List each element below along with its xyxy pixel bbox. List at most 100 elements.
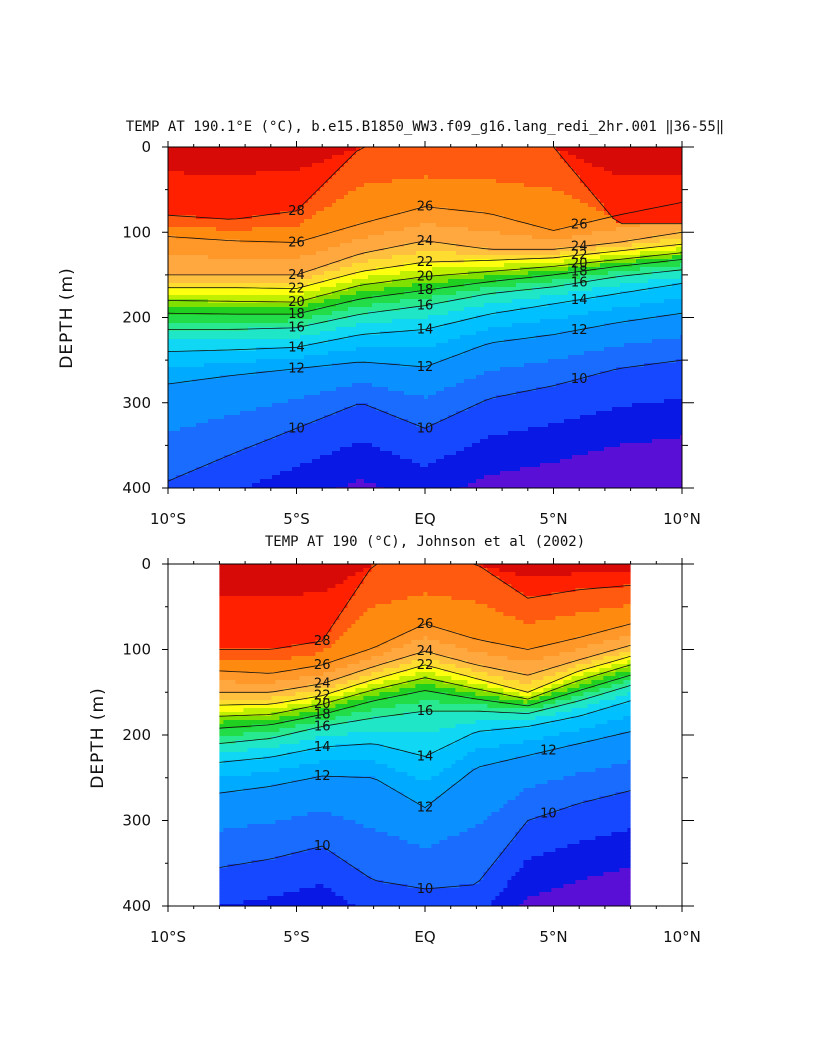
field-cell	[344, 463, 349, 468]
field-cell	[224, 279, 229, 284]
field-cell	[264, 335, 269, 340]
field-cell	[200, 291, 205, 296]
field-cell	[308, 343, 313, 348]
field-cell	[260, 211, 265, 216]
field-cell	[320, 383, 325, 388]
field-cell	[396, 287, 401, 292]
field-cell	[316, 227, 321, 232]
field-cell	[384, 279, 389, 284]
field-cell	[172, 275, 177, 280]
field-cell	[192, 167, 197, 172]
field-cell	[180, 227, 185, 232]
field-cell	[300, 191, 305, 196]
field-cell	[356, 175, 361, 180]
field-cell	[220, 427, 225, 432]
field-cell	[272, 347, 277, 352]
field-cell	[200, 339, 205, 344]
field-cell	[288, 283, 293, 288]
field-cell	[388, 199, 393, 204]
field-cell	[364, 167, 369, 172]
field-cell	[376, 363, 381, 368]
field-cell	[296, 315, 301, 320]
field-cell	[328, 427, 333, 432]
field-cell	[260, 287, 265, 292]
field-cell	[344, 447, 349, 452]
field-cell	[300, 399, 305, 404]
field-cell	[300, 175, 305, 180]
field-cell	[356, 415, 361, 420]
field-cell	[360, 175, 365, 180]
field-cell	[360, 227, 365, 232]
field-cell	[188, 175, 193, 180]
field-cell	[180, 191, 185, 196]
field-cell	[168, 307, 173, 312]
field-cell	[200, 315, 205, 320]
field-cell	[348, 391, 353, 396]
field-cell	[172, 263, 177, 268]
field-cell	[208, 183, 213, 188]
field-cell	[324, 439, 329, 444]
field-cell	[340, 335, 345, 340]
field-cell	[388, 259, 393, 264]
field-cell	[380, 323, 385, 328]
field-cell	[332, 347, 337, 352]
field-cell	[364, 315, 369, 320]
field-cell	[392, 307, 397, 312]
field-cell	[308, 427, 313, 432]
field-cell	[372, 415, 377, 420]
field-cell	[368, 175, 373, 180]
field-cell	[172, 187, 177, 192]
field-cell	[252, 171, 257, 176]
field-cell	[244, 151, 249, 156]
field-cell	[320, 267, 325, 272]
field-cell	[356, 379, 361, 384]
field-cell	[328, 287, 333, 292]
field-cell	[212, 463, 217, 468]
field-cell	[296, 363, 301, 368]
field-cell	[172, 323, 177, 328]
field-cell	[296, 407, 301, 412]
field-cell	[172, 147, 177, 152]
field-cell	[212, 255, 217, 260]
field-cell	[344, 151, 349, 156]
field-cell	[168, 483, 173, 488]
field-cell	[280, 447, 285, 452]
field-cell	[280, 375, 285, 380]
field-cell	[232, 283, 237, 288]
field-cell	[184, 159, 189, 164]
field-cell	[268, 287, 273, 292]
field-cell	[228, 167, 233, 172]
field-cell	[240, 175, 245, 180]
field-cell	[300, 323, 305, 328]
field-cell	[368, 483, 373, 488]
field-cell	[176, 347, 181, 352]
field-cell	[372, 219, 377, 224]
field-cell	[372, 355, 377, 360]
field-cell	[392, 175, 397, 180]
field-cell	[212, 195, 217, 200]
field-cell	[308, 311, 313, 316]
field-cell	[256, 203, 261, 208]
field-cell	[224, 343, 229, 348]
field-cell	[204, 483, 209, 488]
field-cell	[248, 247, 253, 252]
field-cell	[216, 435, 221, 440]
field-cell	[372, 291, 377, 296]
field-cell	[232, 463, 237, 468]
field-cell	[284, 291, 289, 296]
field-cell	[232, 311, 237, 316]
field-cell	[268, 391, 273, 396]
field-cell	[236, 463, 241, 468]
field-cell	[380, 415, 385, 420]
field-cell	[188, 263, 193, 268]
field-cell	[228, 179, 233, 184]
field-cell	[336, 187, 341, 192]
field-cell	[360, 439, 365, 444]
field-cell	[352, 219, 357, 224]
field-cell	[196, 175, 201, 180]
field-cell	[264, 355, 269, 360]
field-cell	[344, 403, 349, 408]
field-cell	[312, 451, 317, 456]
field-cell	[380, 171, 385, 176]
field-cell	[172, 407, 177, 412]
